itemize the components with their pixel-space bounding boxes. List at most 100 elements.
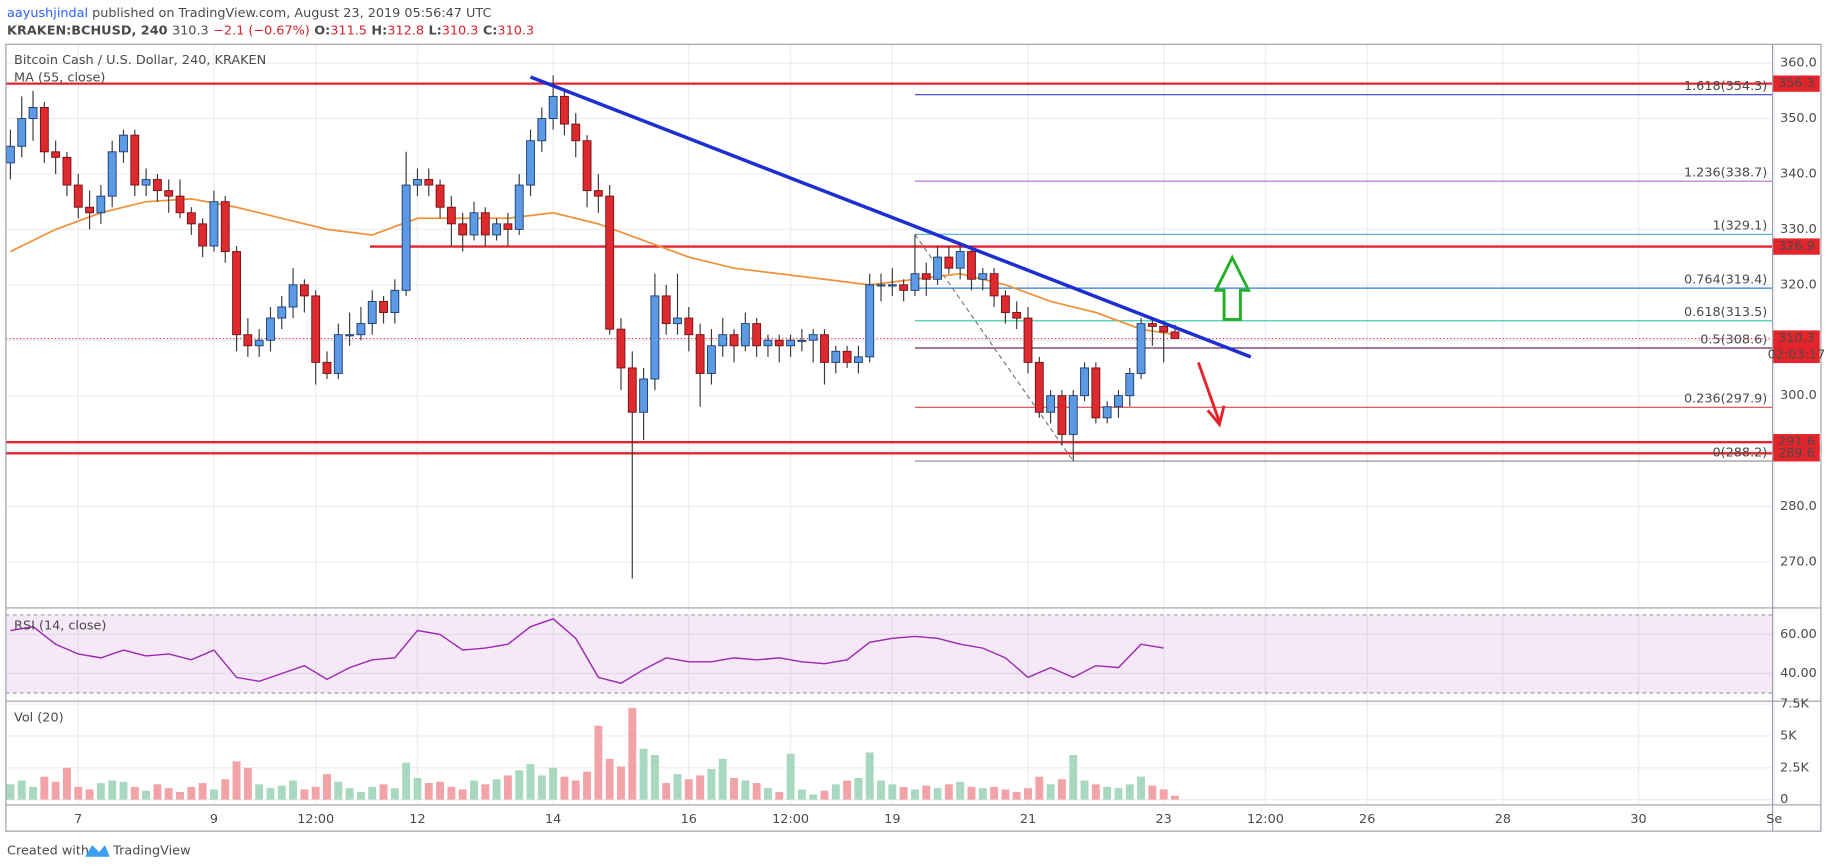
footer-brand[interactable]: TradingView (112, 843, 190, 858)
candle-body (266, 317, 275, 341)
volume-bar (29, 786, 37, 800)
candle-body (673, 317, 682, 325)
volume-bar (594, 725, 603, 800)
volume-bar (481, 784, 490, 800)
volume-bar (854, 777, 863, 800)
candle-body (650, 295, 660, 380)
volume-bar (809, 794, 818, 800)
footer-created: Created with (7, 843, 89, 858)
candle-body (1159, 325, 1169, 333)
volume-bar (1080, 780, 1089, 800)
volume-bar (142, 790, 151, 800)
candle-body (639, 378, 649, 413)
level-price-label: 326.9 (1778, 239, 1815, 254)
candle-body (413, 179, 422, 186)
volume-bar (447, 786, 456, 800)
fib-trend (914, 234, 1074, 462)
volume-bar (775, 791, 784, 800)
volume-bar (17, 780, 26, 800)
vol-tick-label: 5K (1780, 728, 1797, 743)
volume-bar (628, 707, 637, 800)
candle-body (333, 334, 343, 374)
candle-body (763, 339, 773, 347)
volume-bar (277, 785, 286, 800)
candle-body (786, 339, 795, 347)
author[interactable]: aayushjindal (7, 5, 88, 20)
volume-bar (684, 779, 693, 800)
candle-body (141, 179, 151, 186)
volume-bar (696, 775, 705, 800)
candle-body (503, 223, 513, 230)
candle-body (51, 151, 61, 158)
candle-body (1125, 373, 1135, 397)
candle-body (17, 118, 27, 147)
candle-body (842, 350, 852, 363)
volume-bar (741, 780, 750, 800)
volume-bar (549, 767, 558, 800)
y-tick-label: 340.0 (1780, 166, 1817, 181)
x-tick-label: 12:00 (297, 812, 334, 827)
volume-bar (436, 781, 445, 800)
candle-body (978, 273, 988, 280)
candle-body (752, 323, 762, 347)
fib-label: 0.5(308.6) (1700, 332, 1767, 347)
rsi-line (10, 618, 1164, 684)
volume-bar (843, 780, 852, 800)
candle-body (288, 284, 298, 308)
x-tick-label: 23 (1156, 812, 1172, 827)
candle-body (492, 223, 502, 236)
candle-body (560, 95, 569, 125)
volume-bar (797, 789, 806, 800)
volume-bar (458, 789, 467, 800)
volume-bar (888, 784, 897, 800)
volume-bar (334, 781, 343, 800)
candle-body (480, 212, 490, 236)
rsi-legend: RSI (14, close) (14, 618, 106, 633)
candle-body (311, 295, 321, 363)
candle-body (1091, 367, 1101, 419)
candle-body (62, 156, 72, 186)
candle-body (661, 295, 671, 325)
volume-bar (176, 791, 184, 800)
volume-bar (537, 775, 546, 800)
volume-bar (956, 781, 965, 800)
volume-bar (187, 786, 196, 800)
candle-body (379, 300, 388, 313)
volume-bar (1159, 789, 1168, 800)
candle-body (232, 251, 241, 336)
candle-body (707, 345, 716, 374)
candle-body (130, 134, 140, 186)
volume-bar (673, 774, 682, 800)
candle-body (164, 190, 174, 197)
volume-bar (74, 786, 83, 800)
symbol: KRAKEN:BCHUSD, 240 (7, 23, 168, 38)
fib-label: 0.236(297.9) (1684, 392, 1767, 407)
candle-body (865, 284, 875, 358)
level-price-box (1773, 238, 1820, 255)
candle-body (345, 334, 355, 337)
volume-bar (662, 783, 671, 800)
candle-body (627, 367, 637, 413)
level-price-box (1773, 445, 1820, 462)
level-price-label: 356.3 (1778, 76, 1815, 91)
candle-body (820, 334, 829, 363)
candle-body (198, 223, 208, 247)
candle-body (1136, 323, 1146, 374)
candle-body (1012, 312, 1022, 319)
x-tick-label: 28 (1495, 812, 1511, 827)
candle-body (740, 323, 750, 347)
candle-body (989, 273, 999, 297)
x-tick-label: 30 (1630, 812, 1646, 827)
vol-tick-label: 2.5K (1780, 760, 1809, 775)
ohlc-c: 310.3 (497, 23, 534, 38)
candle-body (152, 179, 162, 192)
candle-body (299, 284, 309, 297)
candle-body (695, 334, 705, 374)
volume-bar (1069, 755, 1078, 800)
volume-bar (40, 776, 49, 800)
volume-bar (402, 762, 411, 800)
volume-bar (910, 789, 919, 800)
candle-body (797, 339, 807, 342)
candle-body (514, 184, 524, 230)
rsi-tick-label: 60.00 (1780, 627, 1817, 642)
